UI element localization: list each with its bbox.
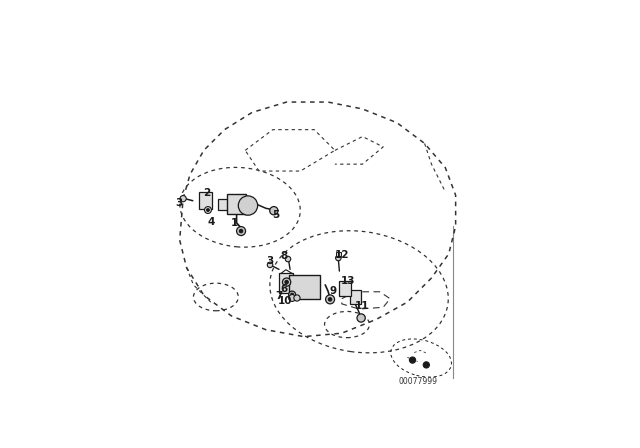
Circle shape (285, 280, 289, 284)
Circle shape (282, 278, 291, 286)
Bar (350, 290, 361, 304)
Bar (198, 192, 212, 209)
Text: 3: 3 (175, 198, 182, 208)
Circle shape (205, 207, 211, 214)
Circle shape (207, 209, 209, 211)
Circle shape (294, 295, 300, 301)
Circle shape (239, 229, 243, 233)
Bar (218, 199, 228, 211)
Circle shape (335, 255, 341, 261)
Text: 9: 9 (330, 286, 337, 296)
Circle shape (238, 196, 258, 215)
Circle shape (423, 362, 429, 368)
Text: 4: 4 (208, 217, 215, 227)
Bar (336, 252, 340, 255)
Circle shape (289, 291, 296, 298)
Text: 7: 7 (275, 291, 283, 301)
Text: 6: 6 (280, 284, 288, 294)
Circle shape (291, 293, 294, 296)
Circle shape (268, 262, 273, 267)
Circle shape (328, 297, 332, 301)
Circle shape (357, 314, 365, 322)
Bar (289, 275, 320, 299)
Circle shape (285, 256, 291, 262)
Text: 12: 12 (335, 250, 349, 259)
Text: 11: 11 (355, 301, 370, 311)
Text: 5: 5 (272, 210, 279, 220)
Text: 00077999: 00077999 (399, 377, 438, 386)
Text: 13: 13 (340, 276, 355, 286)
Text: 1: 1 (231, 219, 239, 228)
Circle shape (237, 227, 246, 236)
Circle shape (180, 195, 186, 202)
Text: 10: 10 (278, 297, 292, 306)
Circle shape (269, 207, 278, 215)
Circle shape (326, 295, 335, 304)
Text: 8: 8 (280, 251, 287, 261)
Circle shape (410, 357, 415, 363)
Bar (278, 273, 293, 293)
Bar (227, 194, 246, 214)
Text: 2: 2 (203, 188, 210, 198)
Bar (339, 280, 351, 296)
Text: 3: 3 (266, 256, 274, 266)
Circle shape (289, 294, 296, 302)
